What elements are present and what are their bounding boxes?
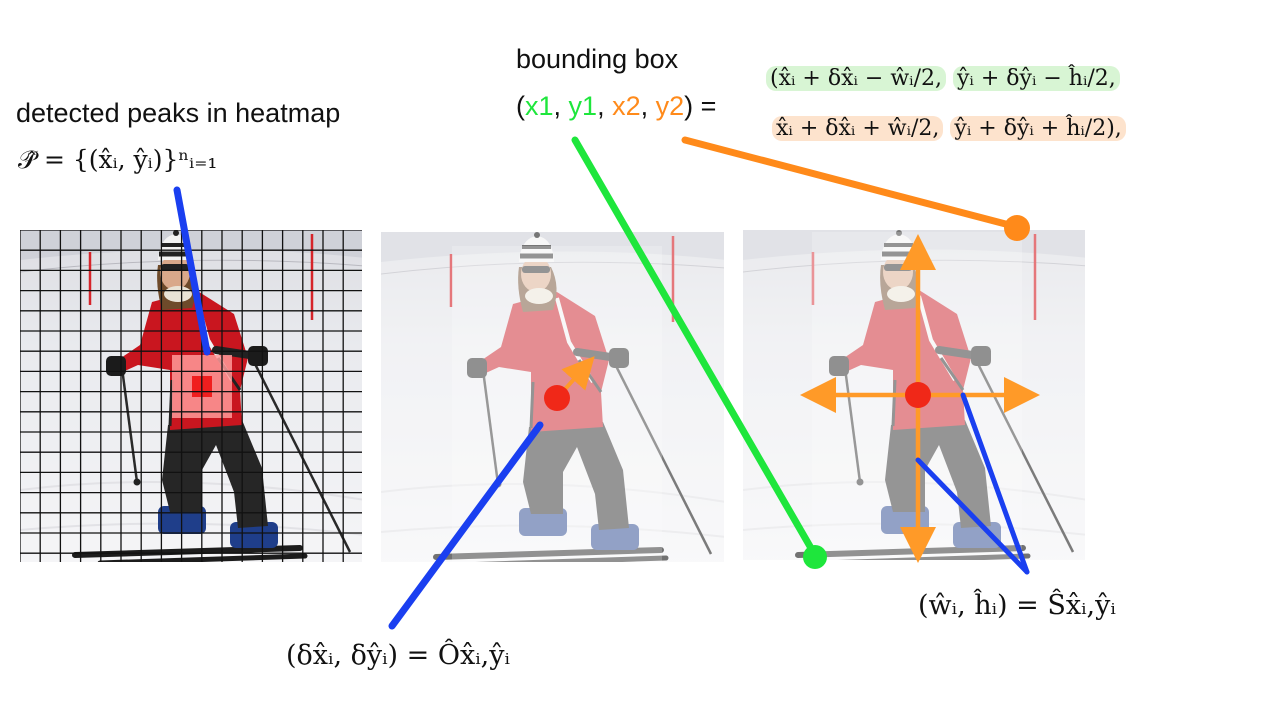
top-left-corner-dot — [803, 545, 827, 569]
bbox-y1: y1 — [568, 91, 598, 121]
peaks-formula: 𝒫̂ = {(x̂ᵢ, ŷᵢ)}ⁿᵢ₌₁ — [18, 145, 218, 174]
formula-x1: (x̂ᵢ + δx̂ᵢ − ŵᵢ/2, — [766, 66, 946, 91]
heatmap-grid-panel — [20, 230, 362, 562]
bbox-sep-1: , — [553, 91, 569, 121]
peak-dot-size — [905, 382, 931, 408]
size-arrows — [800, 234, 1040, 563]
size-formula: (ŵᵢ, ĥᵢ) = Ŝx̂ᵢ,ŷᵢ — [918, 590, 1116, 621]
bbox-title: bounding box — [516, 44, 679, 74]
bottom-right-corner-line — [681, 136, 1021, 231]
bbox-corners: (x1, y1, x2, y2) = — [516, 91, 716, 122]
bbox-x2: x2 — [612, 91, 641, 121]
size-pointer-line-b — [960, 392, 1030, 575]
formula-y1: ŷᵢ + δŷᵢ − ĥᵢ/2, — [953, 66, 1120, 91]
peaks-title: detected peaks in heatmap — [16, 98, 341, 128]
offset-pointer-line — [388, 421, 544, 630]
peak-pointer-line — [173, 186, 211, 356]
offset-formula: (δx̂ᵢ, δŷᵢ) = Ôx̂ᵢ,ŷᵢ — [286, 640, 510, 671]
bbox-y2: y2 — [655, 91, 685, 121]
bbox-close-equals: ) = — [684, 91, 717, 121]
peak-dot-offset — [544, 385, 570, 411]
top-left-corner-line — [571, 136, 819, 559]
bbox-sep-3: , — [640, 91, 656, 121]
formula-y2: ŷᵢ + δŷᵢ + ĥᵢ/2), — [950, 116, 1126, 141]
bottom-right-corner-dot — [1004, 215, 1030, 241]
bbox-x1: x1 — [525, 91, 554, 121]
heatmap-grid — [20, 230, 362, 562]
bbox-formula-line-2: x̂ᵢ + δx̂ᵢ + ŵᵢ/2, ŷᵢ + δŷᵢ + ĥᵢ/2), — [772, 116, 1126, 141]
bbox-sep-2: , — [597, 91, 613, 121]
bbox-formula-line-1: (x̂ᵢ + δx̂ᵢ − ŵᵢ/2, ŷᵢ + δŷᵢ − ĥᵢ/2, — [766, 66, 1120, 91]
bbox-open-paren: ( — [516, 91, 525, 121]
size-pointer-line-a — [915, 457, 1030, 575]
formula-x2: x̂ᵢ + δx̂ᵢ + ŵᵢ/2, — [772, 116, 944, 141]
